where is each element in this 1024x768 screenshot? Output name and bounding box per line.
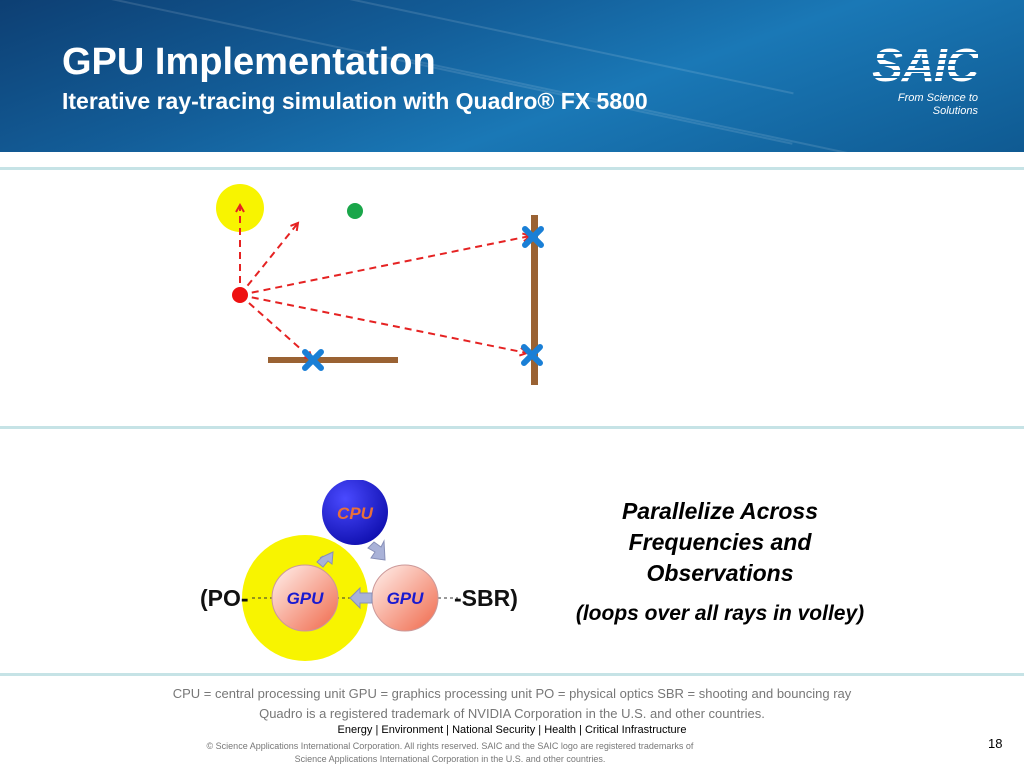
copyright: © Science Applications International Cor… xyxy=(206,741,694,751)
headline-line: Observations xyxy=(646,560,794,586)
gpu-right-label: GPU xyxy=(387,589,425,608)
cpu-node xyxy=(322,480,388,545)
slide-header: GPU Implementation Iterative ray-tracing… xyxy=(0,0,1024,152)
hit-marker xyxy=(302,349,324,371)
gpu-left-label: GPU xyxy=(287,589,325,608)
logo-tagline: From Science to Solutions xyxy=(897,92,978,117)
saic-logo: SAIC From Science to Solutions xyxy=(856,42,979,118)
divider xyxy=(0,673,1024,676)
arrow-icon xyxy=(349,586,373,610)
headline-line: Frequencies and xyxy=(628,529,812,555)
sectors: Energy | Environment | National Security… xyxy=(337,724,687,736)
receiver-green xyxy=(347,203,363,219)
hit-marker xyxy=(522,226,544,248)
definitions: CPU = central processing unit GPU = grap… xyxy=(172,686,852,701)
cpu-gpu-cycle-diagram: CPU GPU GPU (PO- -SBR) xyxy=(200,480,518,661)
ray xyxy=(239,236,530,296)
headline-line: Parallelize Across xyxy=(621,498,819,524)
divider xyxy=(0,167,1024,170)
ray xyxy=(239,294,312,359)
source-red xyxy=(232,287,248,303)
trademark-note: Quadro is a registered trademark of NVID… xyxy=(259,706,765,721)
logo-mark: SAIC xyxy=(856,42,979,88)
ray-tracing-diagram xyxy=(216,184,544,385)
gpu-node-left xyxy=(271,564,339,632)
ray xyxy=(239,294,527,353)
arrow-icon xyxy=(367,539,386,561)
slide-subtitle: Iterative ray-tracing simulation with Qu… xyxy=(62,88,648,114)
hit-marker xyxy=(521,344,543,366)
wall-horizontal xyxy=(268,357,398,363)
slide-title: GPU Implementation xyxy=(62,41,436,83)
po-label: (PO- xyxy=(200,585,249,611)
page-number: 18 xyxy=(988,736,1003,751)
sbr-label: -SBR) xyxy=(454,585,518,611)
copyright: Science Applications International Corpo… xyxy=(294,754,606,764)
wall-vertical xyxy=(531,215,538,385)
headline: Parallelize Across Frequencies and Obser… xyxy=(560,496,880,589)
cpu-label: CPU xyxy=(337,504,374,523)
arrow-icon xyxy=(316,551,334,568)
divider xyxy=(0,426,1024,429)
ray xyxy=(239,223,298,296)
loop-note: (loops over all rays in volley) xyxy=(575,602,865,625)
